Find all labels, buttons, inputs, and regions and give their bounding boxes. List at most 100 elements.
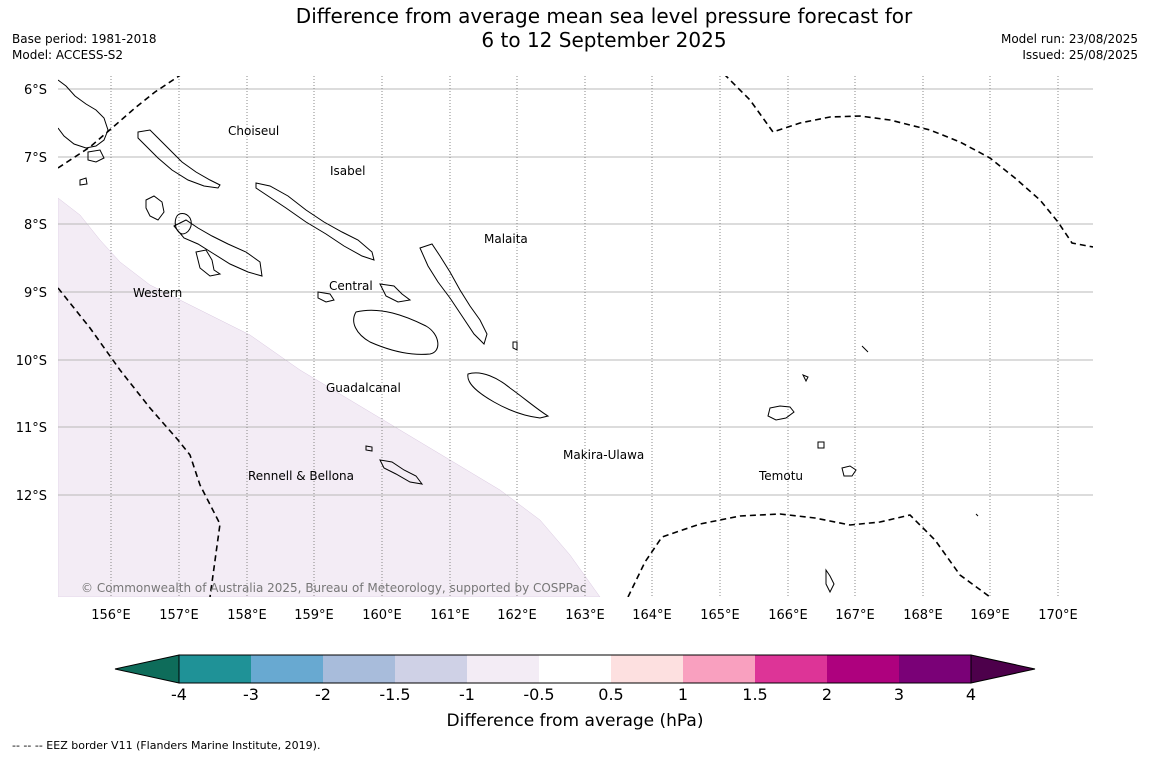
lat-label: 8°S	[24, 218, 47, 233]
chart-title: Difference from average mean sea level p…	[0, 4, 1150, 52]
colorbar-tick: 1.5	[742, 685, 767, 704]
lat-label: 9°S	[24, 286, 47, 301]
colorbar-segment	[755, 655, 827, 683]
shortland-islands	[87, 149, 105, 163]
colorbar-segment	[323, 655, 395, 683]
lon-label: 164°E	[632, 608, 672, 623]
malaita-island	[419, 243, 488, 345]
province-label-temotu: Temotu	[758, 469, 803, 483]
colorbar-segment	[395, 655, 467, 683]
province-labels: Choiseul Isabel Malaita Western Central …	[133, 124, 803, 483]
vella-lavella-island	[145, 195, 165, 221]
treasury-islands	[79, 177, 88, 186]
vanikoro-island	[841, 465, 857, 477]
title-line-1: Difference from average mean sea level p…	[295, 4, 913, 28]
province-label-malaita: Malaita	[484, 232, 528, 246]
colorbar-segment	[539, 655, 611, 683]
colorbar-tick: -1.5	[379, 685, 410, 704]
guadalcanal-island	[353, 309, 439, 355]
map-area	[58, 76, 1093, 597]
utupua-island	[817, 441, 825, 449]
lon-label: 159°E	[294, 608, 334, 623]
lon-label: 168°E	[903, 608, 943, 623]
rennell-island	[379, 459, 424, 485]
colorbar-label: Difference from average (hPa)	[447, 711, 704, 731]
province-label-choiseul: Choiseul	[228, 124, 279, 138]
florida-islands	[379, 283, 412, 303]
lon-label: 158°E	[227, 608, 267, 623]
lon-label: 170°E	[1038, 608, 1078, 623]
colorbar-tick: 0.5	[598, 685, 623, 704]
lon-label: 161°E	[430, 608, 470, 623]
colorbar-tick: -0.5	[523, 685, 554, 704]
anuta-island	[975, 513, 979, 517]
province-label-isabel: Isabel	[330, 164, 365, 178]
colorbar-segment	[899, 655, 971, 683]
colorbar-tick: -1	[459, 685, 475, 704]
colorbar-tick: -3	[243, 685, 259, 704]
copyright-notice: © Commonwealth of Australia 2025, Bureau…	[81, 581, 586, 595]
lat-labels: 6°S 7°S 8°S 9°S 10°S 11°S 12°S	[16, 83, 47, 504]
lon-labels: 156°E 157°E 158°E 159°E 160°E 161°E 162°…	[91, 608, 1078, 623]
colorbar-tick: 3	[894, 685, 904, 704]
lon-label: 157°E	[159, 608, 199, 623]
santa-isabel-island	[255, 182, 375, 261]
colorbar-tick: -2	[315, 685, 331, 704]
title-line-2: 6 to 12 September 2025	[481, 28, 727, 52]
colorbar-segment	[467, 655, 539, 683]
anomaly-region	[58, 197, 601, 597]
bellona-island	[365, 445, 373, 452]
model-run-text: Model run: 23/08/2025	[1000, 32, 1138, 46]
province-label-rennell-bellona: Rennell & Bellona	[248, 469, 354, 483]
colorbar-segment	[683, 655, 755, 683]
colorbar-tick: 2	[822, 685, 832, 704]
colorbar-low-extend	[114, 654, 180, 684]
lon-label: 169°E	[970, 608, 1010, 623]
duff-islands	[861, 345, 869, 353]
makira-island	[467, 372, 550, 419]
new-georgia-island	[173, 219, 263, 277]
lat-label: 11°S	[16, 421, 47, 436]
lat-label: 12°S	[16, 489, 47, 504]
lon-label: 160°E	[362, 608, 402, 623]
colorbar-segment	[251, 655, 323, 683]
lon-label: 163°E	[565, 608, 605, 623]
reef-islands	[801, 374, 809, 383]
choiseul-island	[137, 129, 221, 189]
colorbar-tick: 4	[966, 685, 976, 704]
lat-label: 7°S	[24, 151, 47, 166]
province-label-guadalcanal: Guadalcanal	[326, 381, 401, 395]
base-period-text: Base period: 1981-2018	[12, 32, 157, 46]
footnote: -- -- -- EEZ border V11 (Flanders Marine…	[12, 739, 321, 752]
lat-label: 10°S	[16, 354, 47, 369]
colorbar-ticks: -4 -3 -2 -1.5 -1 -0.5 0.5 1 1.5 2 3 4	[171, 685, 976, 704]
colorbar: -4 -3 -2 -1.5 -1 -0.5 0.5 1 1.5 2 3 4 Di…	[114, 654, 1036, 731]
colorbar-segment	[827, 655, 899, 683]
province-label-western: Western	[133, 286, 182, 300]
bougainville-island	[58, 79, 109, 149]
rendova-island	[195, 249, 222, 277]
colorbar-tick: -4	[171, 685, 187, 704]
province-label-makira-ulawa: Makira-Ulawa	[563, 448, 644, 462]
santa-cruz-island	[767, 405, 795, 421]
lon-label: 156°E	[91, 608, 131, 623]
issued-text: Issued: 25/08/2025	[1022, 48, 1138, 62]
model-text: Model: ACCESS-S2	[12, 48, 124, 62]
meta-left: Base period: 1981-2018 Model: ACCESS-S2	[12, 31, 157, 63]
colorbar-outline	[178, 654, 972, 684]
lon-label: 165°E	[700, 608, 740, 623]
kolombangara-island	[174, 213, 192, 235]
ulawa-island	[512, 341, 518, 351]
tikopia-island	[825, 568, 835, 594]
lon-label: 167°E	[835, 608, 875, 623]
coastlines	[58, 79, 979, 594]
meta-right: Model run: 23/08/2025 Issued: 25/08/2025	[1001, 31, 1138, 63]
colorbar-segment	[611, 655, 683, 683]
russell-islands	[317, 291, 335, 303]
colorbar-high-extend	[970, 654, 1036, 684]
lat-label: 6°S	[24, 83, 47, 98]
lat-gridlines	[58, 88, 1093, 496]
colorbar-segment	[179, 655, 251, 683]
colorbar-tick: 1	[678, 685, 688, 704]
